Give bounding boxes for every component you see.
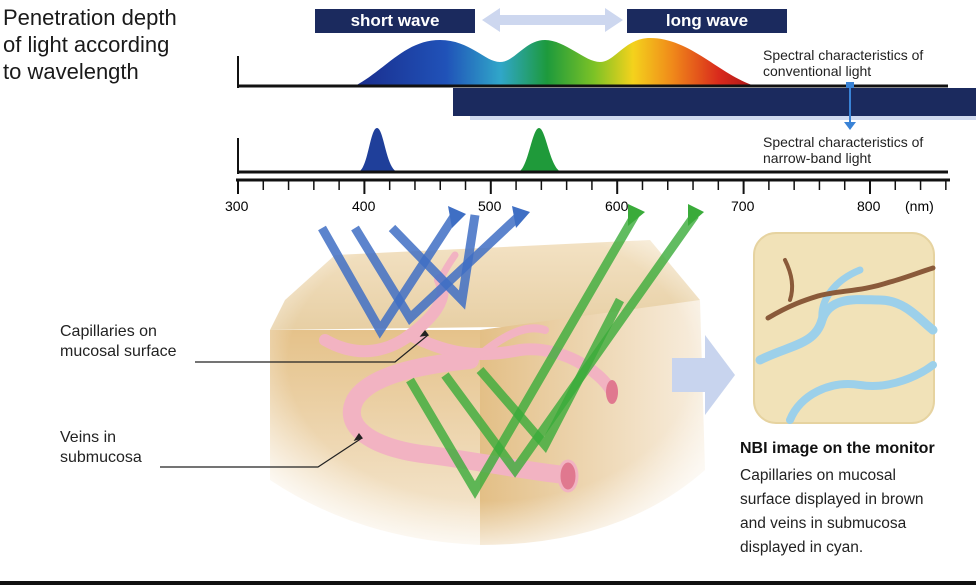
- conventional-spectrum: [237, 38, 948, 88]
- veins-label: Veins in submucosa: [60, 428, 142, 468]
- veins-label-line-2: submucosa: [60, 449, 142, 466]
- narrow-band-note-line-2: narrow-band light: [763, 150, 872, 166]
- title-line-1: Penetration depth: [3, 5, 177, 30]
- double-arrow-icon: [482, 8, 623, 32]
- long-wave-light-paths: [406, 204, 704, 499]
- title-line-3: to wavelength: [3, 59, 139, 84]
- veins-label-line-1: Veins in: [60, 429, 117, 446]
- nbi-description-line-4: displayed in cyan.: [740, 539, 864, 556]
- conventional-note-line-2: conventional light: [763, 63, 872, 79]
- narrow-band-spectrum: [237, 128, 948, 174]
- tick-label-300: 300: [225, 198, 249, 214]
- tick-label-700: 700: [731, 198, 755, 214]
- capillaries-label-line-1: Capillaries on: [60, 323, 157, 340]
- short-wave-label: short wave: [315, 9, 475, 33]
- tick-label-800: 800: [857, 198, 881, 214]
- narrow-band-note: Spectral characteristics of narrow-band …: [763, 134, 923, 166]
- conventional-note-line-1: Spectral characteristics of: [763, 47, 924, 63]
- title-line-2: of light according: [3, 32, 170, 57]
- nbi-image: [753, 232, 938, 424]
- nbi-description-line-3: and veins in submucosa: [740, 515, 907, 532]
- narrow-band-note-line-1: Spectral characteristics of: [763, 134, 924, 150]
- nbi-description: Capillaries on mucosal surface displayed…: [740, 464, 970, 560]
- nbi-description-line-2: surface displayed in brown: [740, 491, 924, 508]
- long-wave-label: long wave: [627, 9, 787, 33]
- leader-lines: [160, 330, 430, 468]
- tick-label-500: 500: [478, 198, 502, 214]
- tick-label-600: 600: [605, 198, 629, 214]
- nbi-title: NBI image on the monitor: [740, 440, 935, 457]
- conventional-note: Spectral characteristics of conventional…: [763, 47, 923, 79]
- wavelength-axis: [236, 178, 950, 194]
- tissue-block: [250, 230, 730, 560]
- capillaries-label-line-2: mucosal surface: [60, 343, 177, 360]
- filter-band: [453, 82, 976, 130]
- short-wave-light-paths: [318, 206, 530, 339]
- axis-unit: (nm): [905, 198, 934, 214]
- right-arrow-icon: [672, 335, 735, 415]
- capillaries-label: Capillaries on mucosal surface: [60, 322, 177, 362]
- nbi-description-line-1: Capillaries on mucosal: [740, 467, 896, 484]
- capillaries-vessels: [319, 251, 618, 493]
- tick-label-400: 400: [352, 198, 376, 214]
- diagram-title: Penetration depth of light according to …: [3, 4, 177, 85]
